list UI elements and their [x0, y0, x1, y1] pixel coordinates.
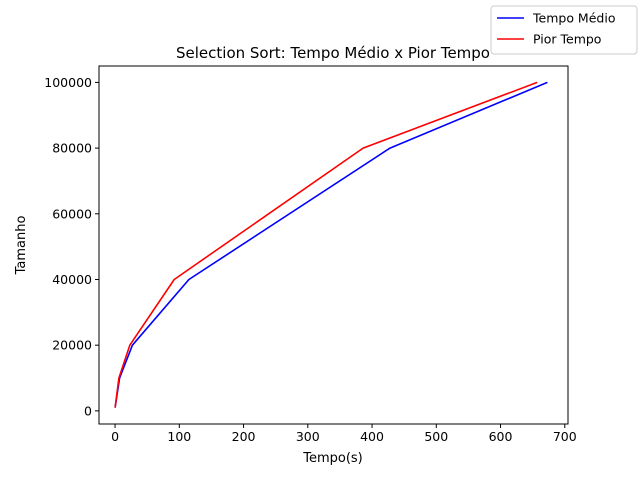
- legend-box: [490, 5, 638, 55]
- x-tick-label: 700: [553, 429, 577, 444]
- x-tick-label: 500: [424, 429, 448, 444]
- y-tick-label: 40000: [52, 272, 92, 287]
- y-tick-label: 20000: [52, 338, 92, 353]
- x-tick-label: 300: [296, 429, 320, 444]
- x-axis: 0 100 200 300 400 500 600 700: [111, 424, 577, 444]
- y-axis: 0 20000 40000 60000 80000 100000: [44, 75, 99, 418]
- y-tick-label: 0: [84, 403, 92, 418]
- legend-label: Tempo Médio: [532, 11, 615, 26]
- chart-title: Selection Sort: Tempo Médio x Pior Tempo: [176, 44, 490, 62]
- y-tick-label: 60000: [52, 206, 92, 221]
- legend: Tempo Médio Pior Tempo: [490, 5, 638, 55]
- series-layer: [114, 81, 548, 408]
- plot-area: [98, 65, 569, 425]
- x-tick-label: 400: [360, 429, 384, 444]
- x-tick-label: 600: [489, 429, 513, 444]
- x-tick-label: 100: [167, 429, 191, 444]
- y-tick-label: 100000: [44, 75, 92, 90]
- y-tick-label: 80000: [52, 141, 92, 156]
- x-tick-label: 200: [232, 429, 256, 444]
- series-line-pior-tempo: [114, 81, 538, 408]
- legend-label: Pior Tempo: [533, 32, 601, 47]
- x-axis-label: Tempo(s): [302, 451, 363, 466]
- x-tick-label: 0: [111, 429, 119, 444]
- y-axis-label: Tamanho: [14, 216, 29, 276]
